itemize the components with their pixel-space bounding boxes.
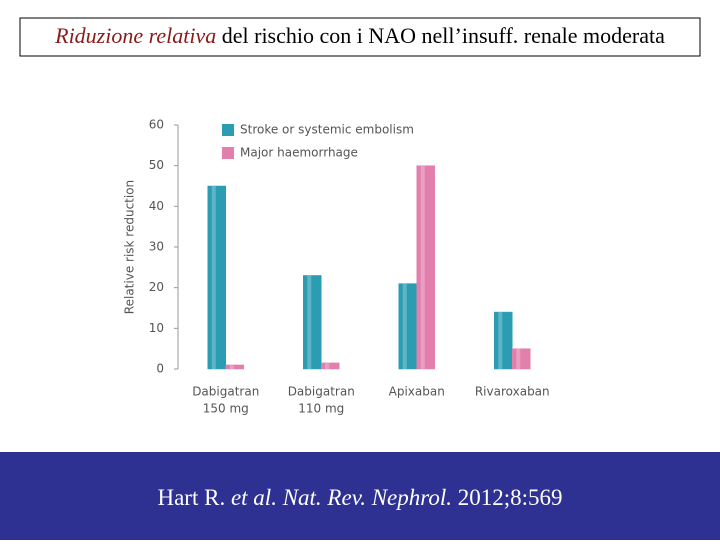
x-tick-label: 110 mg [298, 402, 344, 416]
bar [512, 348, 531, 370]
legend-label: Stroke or systemic embolism [240, 123, 414, 137]
x-tick-label: Apixaban [389, 385, 445, 399]
y-tick-label: 60 [149, 118, 164, 132]
y-tick-label: 40 [149, 199, 164, 213]
legend-swatch [222, 124, 234, 136]
x-tick-label: Dabigatran [288, 385, 355, 399]
y-axis-label: Relative risk reduction [123, 180, 137, 314]
bar-highlight [307, 275, 312, 369]
y-tick-label: 0 [156, 362, 164, 376]
bar-highlight [498, 312, 503, 369]
text-run: del rischio con i NAO nell’insuff. renal… [216, 23, 665, 48]
slide-title: Riduzione relativa del rischio con i NAO… [54, 23, 665, 48]
y-tick-label: 10 [149, 321, 164, 335]
text-run: 2012;8:569 [452, 485, 563, 510]
citation: Hart R. et al. Nat. Rev. Nephrol. 2012;8… [157, 485, 562, 510]
text-run: Hart R. [157, 485, 230, 510]
bar [416, 165, 435, 370]
bar-highlight [420, 165, 425, 369]
chart: 0 10 20 30 40 50 60 Relative risk reduction Dabi… [123, 118, 550, 416]
y-tick-label: 50 [149, 158, 164, 172]
bar-highlight [516, 348, 521, 369]
title-box [19, 17, 701, 57]
bar-highlight [211, 186, 216, 369]
bar [303, 275, 322, 370]
bar [321, 362, 340, 370]
bar [494, 311, 513, 370]
x-tick-label: Dabigatran [192, 385, 259, 399]
bar [207, 185, 226, 370]
bar-highlight [229, 364, 234, 369]
bar [398, 283, 417, 370]
bar-highlight [325, 362, 330, 369]
text-run: Riduzione relativa [54, 23, 216, 48]
legend-swatch [222, 147, 234, 159]
y-tick-label: 30 [149, 240, 164, 254]
footer-box [0, 452, 720, 540]
x-tick-label: 150 mg [203, 402, 249, 416]
bar [225, 364, 244, 370]
y-tick-label: 20 [149, 280, 164, 294]
text-run: Nat. Rev. Nephrol. [282, 485, 452, 510]
x-tick-label: Rivaroxaban [475, 385, 550, 399]
legend-label: Major haemorrhage [240, 146, 358, 160]
bar-highlight [402, 283, 407, 369]
text-run: et al. [231, 485, 277, 510]
